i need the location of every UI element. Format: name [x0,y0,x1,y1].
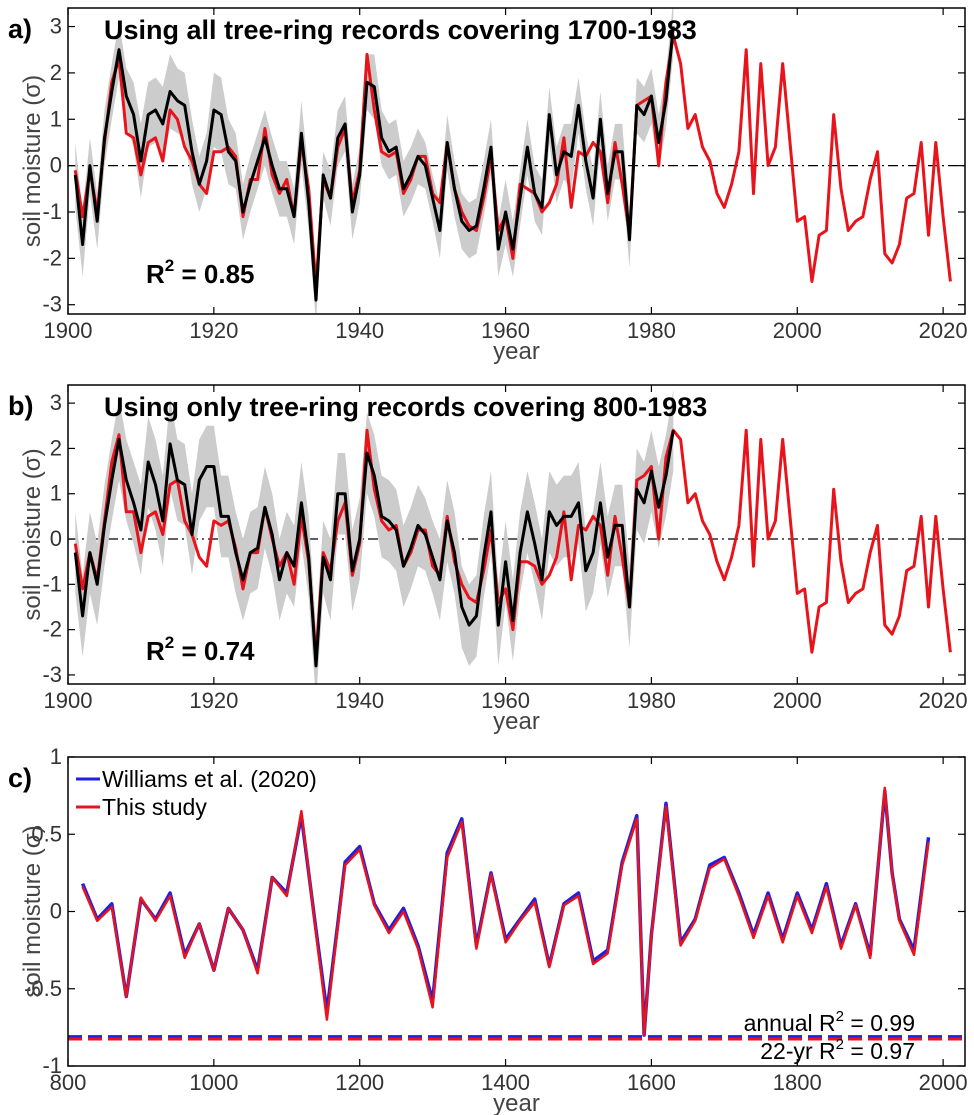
plot-area [68,786,965,1041]
panel-letter: a) [8,14,32,44]
stat-value: = 0.85 [174,259,254,289]
y-tick-label: 0 [50,899,62,924]
x-tick-label: 1960 [481,318,530,343]
y-tick-label: 3 [50,14,62,39]
x-tick-label: 1900 [44,318,93,343]
plot-area [68,389,965,684]
y-tick-label: -1 [42,1053,62,1078]
stat-label: R [146,259,165,289]
x-tick-label: 1980 [627,318,676,343]
plot-frame [67,384,966,685]
y-tick-label: 1 [50,481,62,506]
x-tick-label: 2020 [919,318,968,343]
x-tick-label: 1960 [481,688,530,713]
y-tick-label: -0.5 [24,976,62,1001]
y-tick-label: -2 [42,245,62,270]
y-axis-label: soil moisture (σ) [19,825,46,997]
panel-title: Using all tree-ring records covering 170… [104,15,697,45]
note-prefix: 22-yr R [760,1038,835,1064]
note-superscript: 2 [836,1008,844,1025]
plot-frame [67,7,966,315]
panel-1: 1900 1920 1940 1960 1980 2000 2020 -3 -2 -1 0 1 2 3 ye… [8,7,968,365]
r-squared-note: 22-yr R2 = 0.97 [760,1036,915,1064]
note-suffix: = 0.99 [844,1010,915,1036]
r-squared-note: annual R2 = 0.99 [744,1008,915,1036]
note-suffix: = 0.97 [844,1038,915,1064]
x-tick-label: 1940 [335,688,384,713]
x-tick-label: 1000 [189,1070,238,1095]
stat-superscript: 2 [165,633,174,652]
y-axis-label: soil moisture (σ) [19,75,46,247]
y-tick-label: -1 [42,199,62,224]
y-tick-label: 3 [50,390,62,415]
r-squared-stat: R2 = 0.85 [146,256,254,289]
x-axis-label: year [493,1090,540,1115]
x-tick-label: 2000 [919,1070,968,1095]
x-tick-label: 800 [50,1070,87,1095]
series-line-2 [81,786,930,1037]
x-tick-label: 1900 [44,688,93,713]
y-tick-label: 0 [50,526,62,551]
y-tick-label: -3 [42,292,62,317]
series-line-1 [80,789,931,1037]
y-tick-label: 0.5 [31,821,62,846]
panel-title: Using only tree-ring records covering 80… [104,392,707,422]
panel-3: 800 1000 1200 1400 1600 1800 2000 -1 -0.5 0 0.5 1 ye… [8,744,968,1115]
r-squared-stat: R2 = 0.74 [146,633,255,666]
reconstruction-series-line [73,430,675,668]
y-tick-label: -1 [42,571,62,596]
x-tick-label: 1400 [481,1070,530,1095]
stat-label: R [146,636,165,666]
note-prefix: annual R [744,1010,836,1036]
reconstruction-series-line [73,26,675,302]
observed-series-line [73,34,952,288]
y-tick-label: 2 [50,60,62,85]
panel-letter: c) [8,763,32,793]
y-axis-label: soil moisture (σ) [19,448,46,620]
x-tick-label: 1600 [627,1070,676,1095]
y-tick-label: 1 [50,744,62,769]
observed-series-line [73,428,952,659]
plot-area [68,8,965,314]
x-tick-label: 1920 [189,688,238,713]
x-tick-label: 2000 [773,318,822,343]
legend-label: This study [102,794,207,820]
x-tick-label: 1200 [335,1070,384,1095]
y-tick-label: 0 [50,153,62,178]
x-axis-label: year [493,338,540,365]
stat-superscript: 2 [165,256,174,275]
x-axis-label: year [493,708,540,735]
y-tick-label: -3 [42,662,62,687]
x-tick-label: 1920 [189,318,238,343]
panel-letter: b) [8,391,33,421]
x-tick-label: 1980 [627,688,676,713]
y-tick-label: 1 [50,106,62,131]
x-tick-label: 1800 [773,1070,822,1095]
y-tick-label: 2 [50,435,62,460]
note-superscript: 2 [836,1036,844,1053]
x-tick-label: 2020 [919,688,968,713]
x-tick-label: 2000 [773,688,822,713]
stat-value: = 0.74 [174,636,255,666]
uncertainty-band [75,389,674,684]
y-tick-label: -2 [42,617,62,642]
panel-2: 1900 1920 1940 1960 1980 2000 2020 -3 -2 -1 0 1 2 3 ye… [8,384,968,735]
legend-label: Williams et al. (2020) [102,766,317,792]
x-tick-label: 1940 [335,318,384,343]
